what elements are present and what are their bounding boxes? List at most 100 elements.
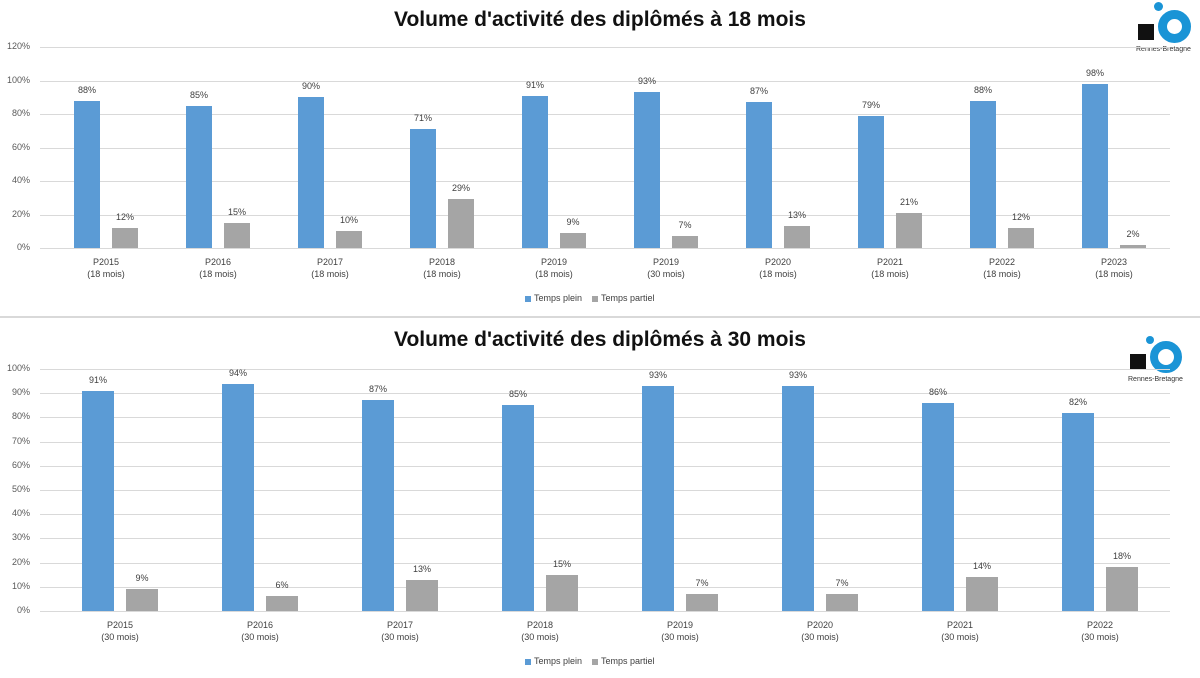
y-tick-label: 90% <box>11 387 30 398</box>
logo: Rennes-Bretagne <box>1134 2 1200 53</box>
data-label: 91% <box>525 79 544 90</box>
data-label: 15% <box>227 206 246 217</box>
data-label: 15% <box>552 558 571 569</box>
gridline <box>40 586 1170 588</box>
data-label: 13% <box>412 563 431 574</box>
y-tick-label: 100% <box>6 363 30 373</box>
x-category-label: P2015 (30 mois) <box>101 620 139 642</box>
data-label: 7% <box>835 578 849 589</box>
y-tick-label: 50% <box>11 484 30 494</box>
y-tick-label: 70% <box>11 435 30 446</box>
x-category-label: P2019 (30 mois) <box>661 620 699 642</box>
chart-18-mois: Volume d'activité des diplômés à 18 mois… <box>0 0 1200 316</box>
legend: Temps plein Temps partiel <box>525 293 655 303</box>
data-label: 88% <box>77 84 96 95</box>
bar-full-time <box>1062 412 1094 611</box>
gridline <box>40 393 1170 395</box>
bar-part-time <box>966 577 998 611</box>
bar-part-time <box>686 594 718 611</box>
logo-dot-icon <box>1154 2 1163 11</box>
x-category-label: P2019 (30 mois) <box>647 257 685 279</box>
gridline <box>40 181 1170 182</box>
data-label: 21% <box>899 196 918 207</box>
plot-area: 0% 20% 40% 60% 80% 100% 120% 88% 12% P2015 (18 moi… <box>7 41 1170 279</box>
bar-full-time <box>522 95 548 248</box>
x-category-label: P2016 (30 mois) <box>241 620 279 642</box>
x-category-label: P2018 (30 mois) <box>521 620 559 642</box>
bar-part-time <box>126 589 158 611</box>
data-label: 13% <box>787 210 806 221</box>
data-label: 7% <box>695 578 709 589</box>
data-label: 93% <box>648 369 667 380</box>
data-label: 14% <box>972 561 991 572</box>
data-label: 91% <box>88 374 107 385</box>
data-label: 98% <box>1085 67 1104 78</box>
data-label: 87% <box>749 86 768 97</box>
data-label: 90% <box>301 81 320 92</box>
gridline <box>40 248 1170 249</box>
bar-part-time <box>112 227 138 248</box>
bar-full-time <box>222 383 254 611</box>
logo-text: Rennes-Bretagne <box>1128 376 1183 383</box>
bar-full-time <box>74 100 100 248</box>
gridline <box>40 490 1170 491</box>
data-label: 12% <box>1011 211 1030 222</box>
data-label: 9% <box>135 573 149 584</box>
x-category-label: P2020 (30 mois) <box>801 620 839 642</box>
data-label: 86% <box>928 386 947 397</box>
bar-part-time <box>560 232 586 248</box>
data-label: 29% <box>451 183 470 194</box>
bar-full-time <box>410 129 436 248</box>
gridline <box>40 611 1170 612</box>
legend: Temps plein Temps partiel <box>525 656 655 666</box>
data-label: 88% <box>973 84 992 95</box>
gridline <box>40 465 1170 467</box>
bar-full-time <box>298 97 324 248</box>
legend-part-time: Temps partiel <box>592 293 655 303</box>
bar-part-time <box>1008 227 1034 248</box>
bar-part-time <box>546 574 578 611</box>
bar-part-time <box>672 236 698 248</box>
y-tick-label: 120% <box>6 41 30 51</box>
bar-part-time <box>224 222 250 248</box>
data-label: 12% <box>115 211 134 222</box>
x-category-label: P2018 (18 mois) <box>423 257 461 279</box>
bar-full-time <box>922 402 954 611</box>
gridline <box>40 441 1170 443</box>
bar-part-time <box>784 226 810 248</box>
data-label: 93% <box>788 369 807 380</box>
gridline <box>40 369 1170 370</box>
bar-full-time <box>782 385 814 611</box>
gridline <box>40 47 1170 48</box>
gridline <box>40 147 1170 149</box>
legend-full-time: Temps plein <box>525 656 582 666</box>
x-category-label: P2017 (18 mois) <box>311 257 349 279</box>
y-tick-label: 20% <box>11 208 30 219</box>
data-label: 85% <box>508 389 527 400</box>
data-label: 9% <box>566 216 580 227</box>
chart-title: Volume d'activité des diplômés à 18 mois <box>394 8 806 31</box>
bar-full-time <box>82 390 114 611</box>
data-label: 18% <box>1112 551 1131 562</box>
data-label: 93% <box>637 76 656 87</box>
data-label: 82% <box>1068 396 1087 407</box>
chart-title: Volume d'activité des diplômés à 30 mois <box>394 328 806 351</box>
logo-dot-icon <box>1146 336 1154 344</box>
divider <box>0 316 1200 318</box>
y-tick-label: 20% <box>11 556 30 567</box>
plot-area: 0% 10% 20% 30% 40% 50% 60% 70% 80% 90% 100% 91% 9% P2… <box>7 363 1170 642</box>
y-tick-label: 0% <box>16 605 30 615</box>
bar-full-time <box>502 405 534 611</box>
y-tick-label: 60% <box>11 459 30 470</box>
legend-full-time: Temps plein <box>525 293 582 303</box>
bar-part-time <box>896 212 922 248</box>
logo-ring-icon <box>1158 10 1191 43</box>
bar-part-time <box>266 596 298 611</box>
data-label: 10% <box>339 215 358 226</box>
data-label: 94% <box>228 367 247 378</box>
x-category-label: P2021 (30 mois) <box>941 620 979 642</box>
chart-30-mois: Volume d'activité des diplômés à 30 mois… <box>0 318 1200 678</box>
x-category-label: P2023 (18 mois) <box>1095 257 1133 279</box>
bar-part-time <box>826 594 858 611</box>
gridline <box>40 214 1170 216</box>
